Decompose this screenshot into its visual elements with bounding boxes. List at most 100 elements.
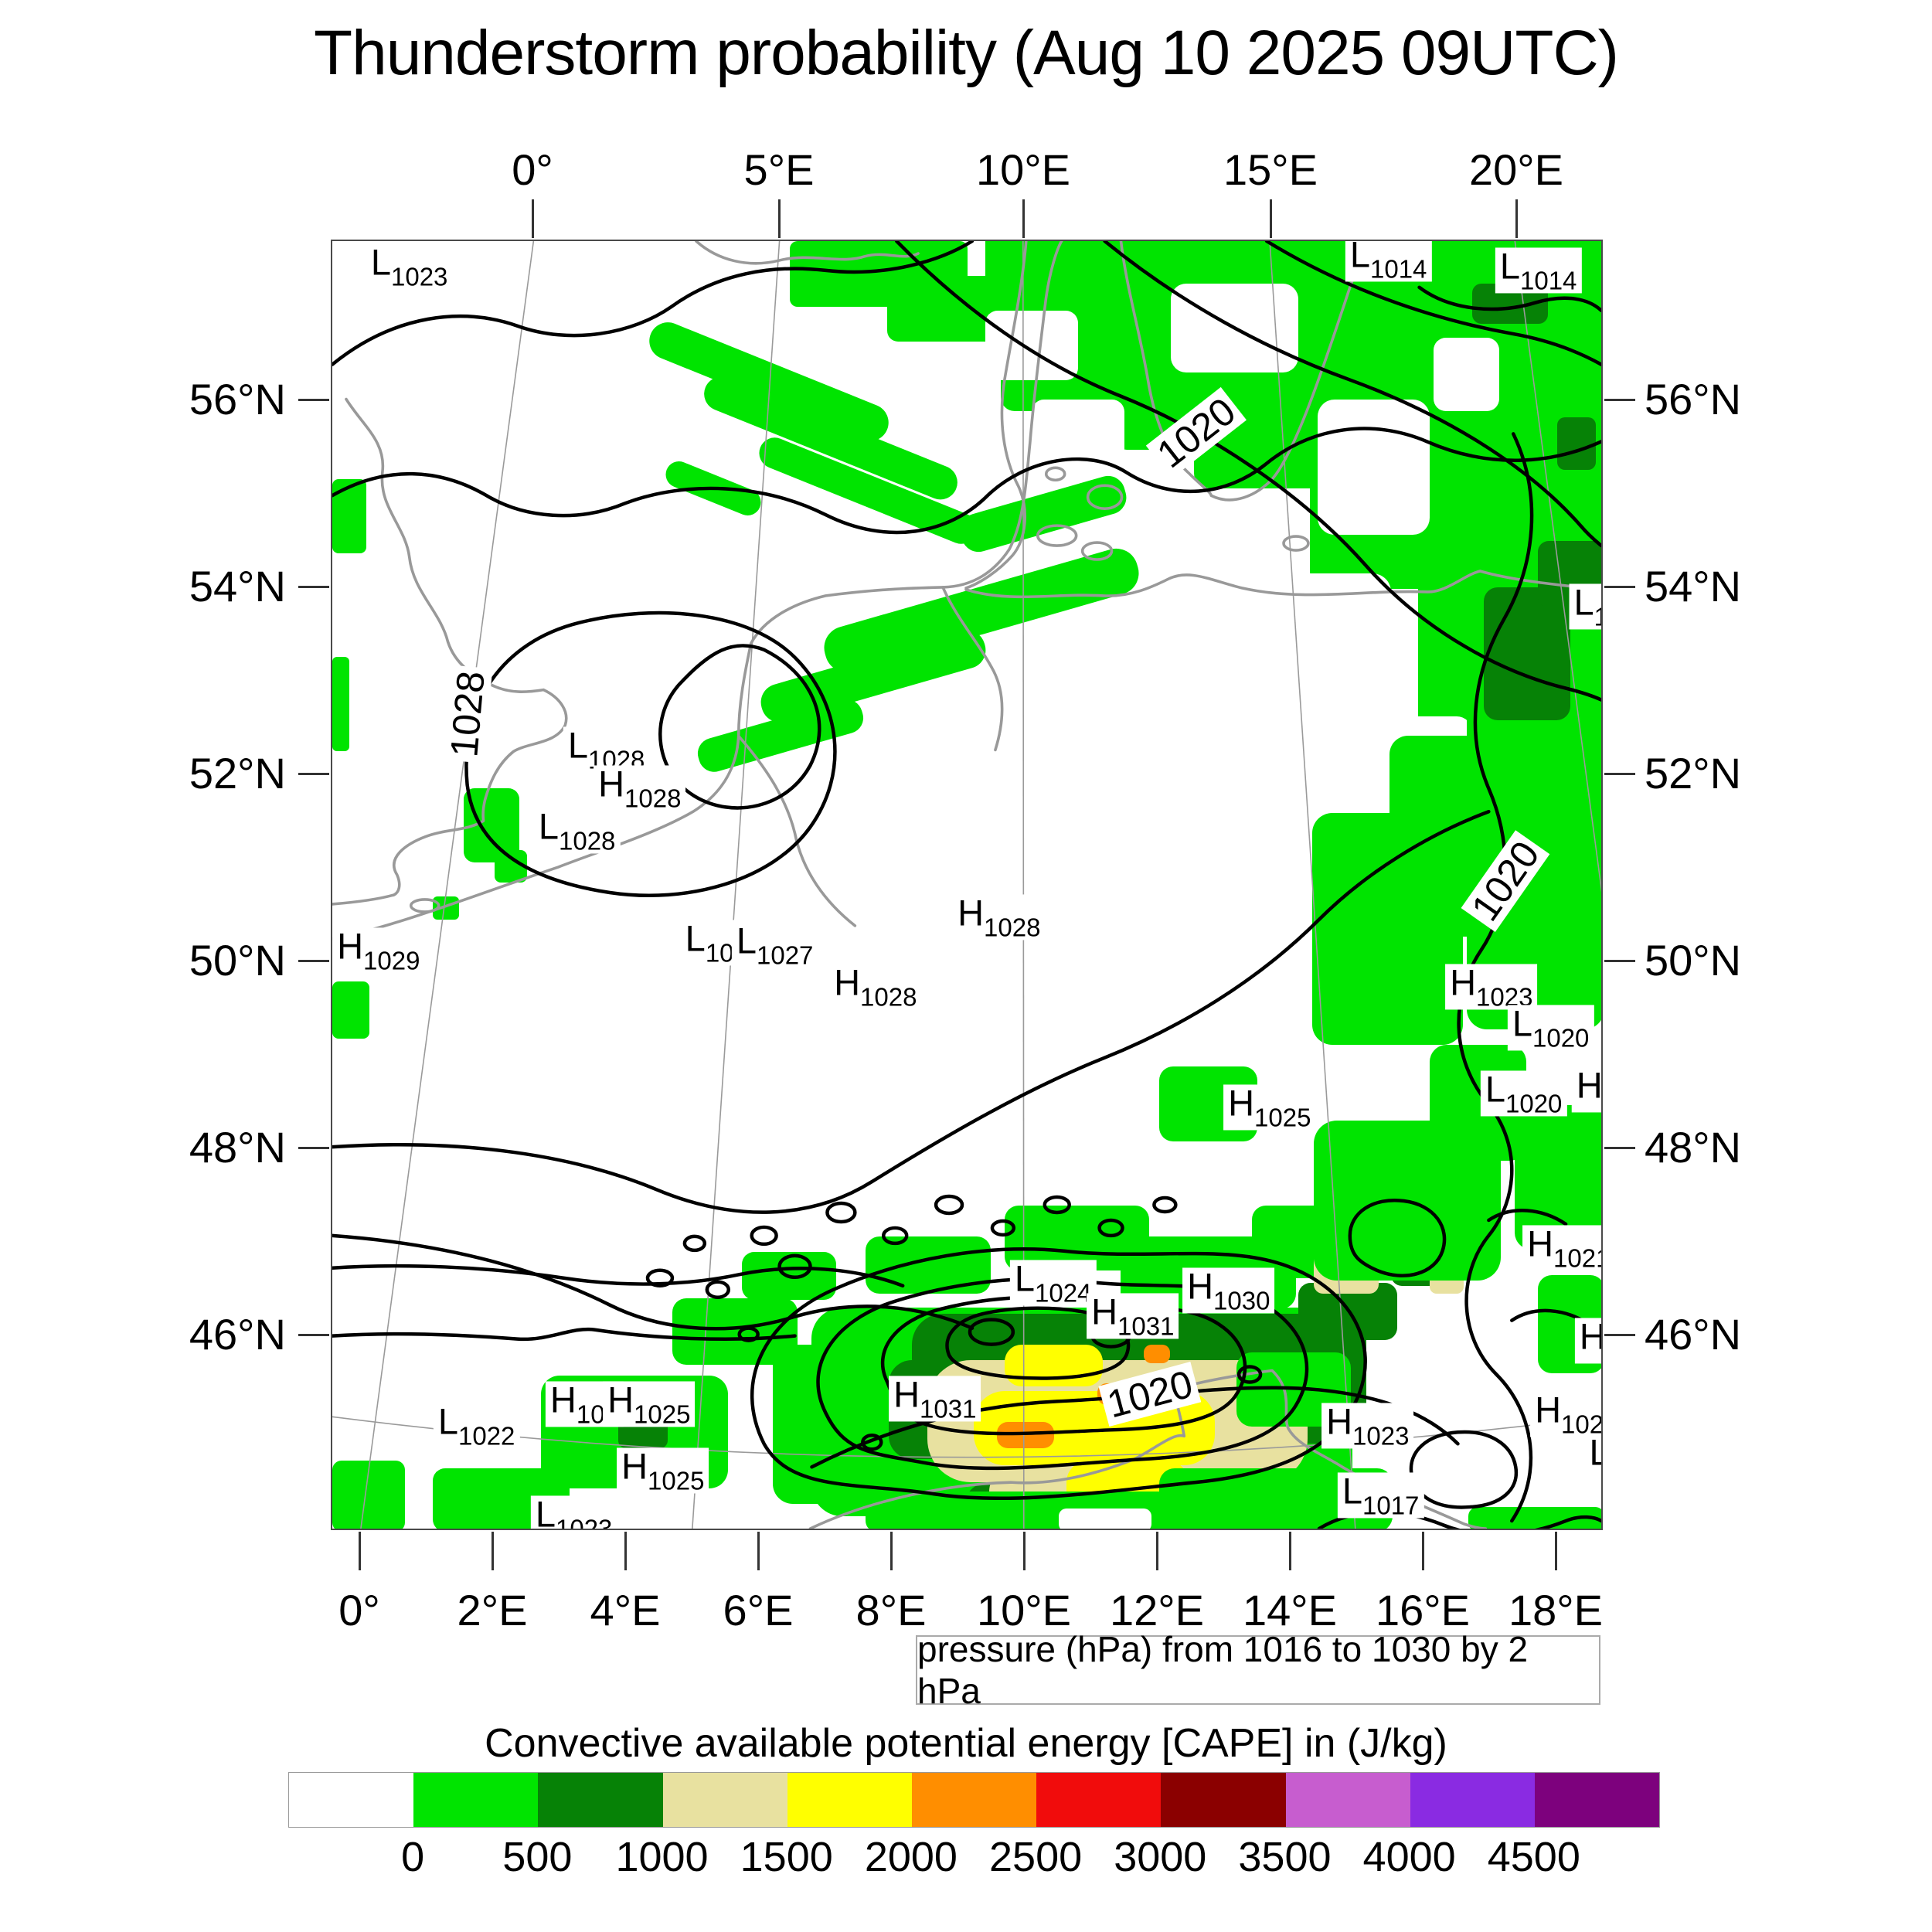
pressure-label: L1020 xyxy=(1507,1005,1594,1051)
bottom-tick-mark xyxy=(1023,1532,1026,1570)
bottom-axis-label: 4°E xyxy=(590,1586,661,1634)
pressure-label: L1024 xyxy=(1009,1260,1097,1306)
pressure-label: H1025 xyxy=(617,1447,709,1494)
bottom-tick-mark xyxy=(1422,1532,1424,1570)
top-axis-label: 20°E xyxy=(1468,145,1564,194)
page-title: Thunderstorm probability (Aug 10 2025 09… xyxy=(314,18,1619,88)
left-axis-label: 54°N xyxy=(189,562,286,611)
left-tick-mark xyxy=(298,960,329,962)
colorbar-segment xyxy=(1036,1773,1162,1827)
pressure-label: H1021 xyxy=(1530,1391,1601,1437)
colorbar-segment xyxy=(1534,1773,1660,1827)
colorbar-segment xyxy=(289,1773,414,1827)
pressure-label: H1025 xyxy=(603,1381,696,1427)
left-tick-mark xyxy=(298,1147,329,1149)
colorbar-segment xyxy=(538,1773,663,1827)
pressure-label: H1028 xyxy=(953,894,1046,940)
right-tick-mark xyxy=(1604,399,1635,401)
left-tick-mark xyxy=(298,586,329,588)
right-tick-mark xyxy=(1604,586,1635,588)
left-axis-label: 48°N xyxy=(189,1123,286,1172)
colorbar-segment xyxy=(1410,1773,1535,1827)
pressure-label: L10 xyxy=(1569,583,1601,630)
left-axis-label: 46°N xyxy=(189,1310,286,1359)
bottom-tick-mark xyxy=(890,1532,893,1570)
colorbar-tick-label: 1500 xyxy=(740,1834,833,1880)
pressure-label: H1029 xyxy=(332,927,425,974)
colorbar-tick-label: 4500 xyxy=(1487,1834,1580,1880)
colorbar-tick-label: 1000 xyxy=(615,1834,709,1880)
pressure-label: H1021 xyxy=(1522,1225,1601,1271)
pressure-caption: pressure (hPa) from 1016 to 1030 by 2 hP… xyxy=(916,1629,1600,1711)
pressure-label: H1023 xyxy=(1445,964,1538,1010)
bottom-axis-label: 12°E xyxy=(1109,1586,1205,1634)
bottom-tick-mark xyxy=(1555,1532,1557,1570)
bottom-tick-mark xyxy=(757,1532,760,1570)
top-tick-mark xyxy=(1022,199,1025,238)
colorbar-tick-label: 4000 xyxy=(1362,1834,1456,1880)
top-tick-mark xyxy=(1270,199,1272,238)
bottom-tick-mark xyxy=(624,1532,627,1570)
right-axis-label: 50°N xyxy=(1645,936,1742,985)
pressure-label: L1020 xyxy=(1480,1070,1567,1117)
pressure-label: H1028 xyxy=(829,964,922,1010)
top-axis-label: 5°E xyxy=(743,145,815,194)
contour-value-label: 1020 xyxy=(1145,386,1247,479)
right-tick-mark xyxy=(1604,773,1635,775)
right-tick-mark xyxy=(1604,960,1635,962)
bottom-tick-mark xyxy=(1289,1532,1291,1570)
colorbar-tick-label: 0 xyxy=(401,1834,425,1880)
colorbar-segment xyxy=(413,1773,539,1827)
pressure-label: H1023 xyxy=(1321,1403,1414,1449)
pressure-label: H1025 xyxy=(1223,1084,1316,1131)
pressure-label: L1027 xyxy=(731,922,818,968)
bottom-axis-label: 18°E xyxy=(1508,1586,1604,1634)
cape-colorbar xyxy=(288,1772,1660,1828)
colorbar-tick-label: 500 xyxy=(502,1834,573,1880)
bottom-tick-mark xyxy=(492,1532,494,1570)
bottom-axis-label: 16°E xyxy=(1375,1586,1471,1634)
colorbar-title: Convective available potential energy [C… xyxy=(485,1721,1447,1766)
pressure-label: L1028 xyxy=(533,808,621,854)
bottom-tick-mark xyxy=(1156,1532,1158,1570)
left-tick-mark xyxy=(298,773,329,775)
colorbar-tick-label: 2500 xyxy=(989,1834,1083,1880)
pressure-label: H1028 xyxy=(594,765,686,811)
contour-value-label: 1020 xyxy=(1098,1361,1202,1427)
right-axis-label: 52°N xyxy=(1645,749,1742,798)
bottom-axis-label: 10°E xyxy=(976,1586,1072,1634)
colorbar-segment xyxy=(662,1773,787,1827)
pressure-label: L1023 xyxy=(530,1495,617,1529)
top-axis-label: 0° xyxy=(512,145,553,194)
pressure-label: L1014 xyxy=(1345,241,1432,282)
pressure-label: H102 xyxy=(1574,1318,1601,1364)
top-axis-label: 15°E xyxy=(1223,145,1318,194)
pressure-label: H1031 xyxy=(1087,1293,1179,1339)
right-tick-mark xyxy=(1604,1147,1635,1149)
pressure-label: L10 xyxy=(1584,1434,1601,1480)
map-panel: L1023 L1028 H1028 L1028 H1029 L102 L1027 H1028 H… xyxy=(331,240,1603,1530)
top-axis-label: 10°E xyxy=(975,145,1071,194)
right-axis-label: 54°N xyxy=(1645,562,1742,611)
colorbar-tick-label: 3000 xyxy=(1114,1834,1207,1880)
pressure-label: H1031 xyxy=(889,1376,981,1422)
contour-value-label: 1028 xyxy=(442,665,493,764)
left-axis-label: 50°N xyxy=(189,936,286,985)
colorbar-segment xyxy=(1161,1773,1286,1827)
colorbar-segment xyxy=(911,1773,1037,1827)
right-tick-mark xyxy=(1604,1334,1635,1336)
top-tick-mark xyxy=(532,199,534,238)
top-tick-mark xyxy=(778,199,781,238)
pressure-label: L1022 xyxy=(433,1403,520,1449)
right-axis-label: 56°N xyxy=(1645,375,1742,423)
left-axis-label: 56°N xyxy=(189,375,286,423)
bottom-axis-label: 14°E xyxy=(1242,1586,1338,1634)
pressure-label: H1030 xyxy=(1182,1267,1275,1314)
bottom-axis-label: 6°E xyxy=(723,1586,794,1634)
pressure-label: L1014 xyxy=(1495,247,1582,294)
pressure-label: L1023 xyxy=(366,243,453,290)
colorbar-segment xyxy=(787,1773,912,1827)
bottom-axis-label: 2°E xyxy=(457,1586,528,1634)
bottom-axis-label: 0° xyxy=(338,1586,380,1634)
